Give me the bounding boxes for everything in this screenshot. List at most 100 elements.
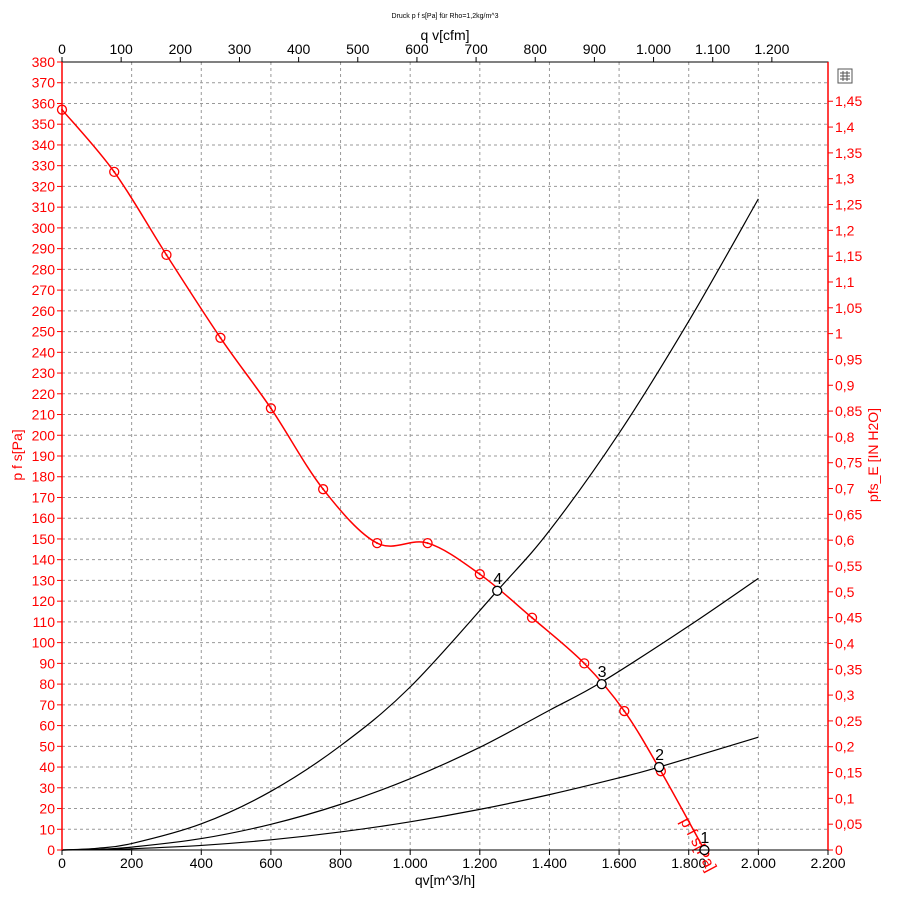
x-tick-label: 0	[58, 855, 66, 871]
x-tick-label: 2.200	[810, 855, 845, 871]
y-tick-label: 110	[33, 614, 56, 630]
fan-curve-point	[371, 537, 383, 549]
operating-point-label: 1	[700, 830, 709, 847]
y2-tick-label: 1,4	[835, 119, 855, 135]
x2-tick-label: 1.200	[754, 41, 789, 57]
fan-curve-point	[161, 249, 172, 261]
x2-tick-label: 800	[524, 41, 548, 57]
y-tick-label: 310	[32, 199, 56, 215]
y2-tick-label: 0,55	[835, 558, 862, 574]
fan-curve-point	[422, 537, 433, 549]
chart-title: Druck p f s[Pa] für Rho=1,2kg/m^3	[392, 13, 499, 20]
y-tick-label: 340	[32, 137, 56, 153]
y2-tick-label: 0,3	[835, 687, 855, 703]
operating-point-label: 2	[655, 747, 664, 764]
x2-tick-label: 100	[109, 41, 133, 57]
fan-curve-point-center	[113, 170, 116, 173]
x2-tick-label: 400	[287, 41, 311, 57]
fan-curve-point-center	[322, 488, 325, 491]
x-tick-label: 200	[120, 855, 144, 871]
fan-curve-point	[619, 705, 630, 717]
x2-tick-label: 1.100	[695, 41, 730, 57]
y-tick-label: 250	[32, 324, 56, 340]
y-tick-label: 10	[39, 821, 55, 837]
fan-curve-point	[579, 658, 590, 669]
y2-tick-label: 0,2	[835, 739, 855, 755]
y2-tick-label: 0,4	[835, 635, 855, 651]
fan-curve-point-center	[583, 662, 586, 665]
x2-tick-label: 500	[346, 41, 370, 57]
y2-tick-label: 1,2	[835, 222, 855, 238]
y2-tick-label: 0,05	[835, 816, 862, 832]
y-tick-label: 270	[32, 282, 56, 298]
x2-tick-label: 600	[405, 41, 429, 57]
fan-curve-point-center	[623, 710, 626, 713]
y-tick-label: 100	[32, 635, 56, 651]
y2-tick-label: 1,1	[835, 274, 855, 290]
y-tick-label: 60	[39, 718, 55, 734]
x-tick-label: 1.800	[671, 855, 706, 871]
y2-tick-label: 1,45	[835, 93, 862, 109]
y2-tick-label: 0,95	[835, 351, 862, 367]
y-axis-label: p f s[Pa]	[9, 429, 25, 480]
y-tick-label: 70	[39, 697, 55, 713]
x2-tick-label: 1.000	[636, 41, 671, 57]
y-tick-label: 320	[32, 178, 56, 194]
y-tick-label: 360	[32, 95, 56, 111]
fan-curve-point-center	[219, 336, 222, 339]
operating-point-3	[596, 678, 607, 690]
y-tick-label: 40	[39, 759, 55, 775]
y2-tick-label: 0,15	[835, 765, 862, 781]
x-tick-label: 800	[329, 855, 353, 871]
y-tick-label: 90	[39, 655, 55, 671]
x2-tick-label: 900	[583, 41, 607, 57]
x-tick-label: 2.000	[741, 855, 776, 871]
y-tick-label: 80	[39, 676, 55, 692]
y-tick-label: 260	[32, 303, 56, 319]
x-axis-label: qv[m^3/h]	[415, 872, 475, 888]
y2-tick-label: 0,85	[835, 403, 862, 419]
fan-curve-point	[215, 332, 226, 343]
y2-tick-label: 0,8	[835, 429, 855, 445]
y2-tick-label: 1	[835, 326, 843, 342]
x-tick-label: 1.000	[393, 855, 428, 871]
y-tick-label: 240	[32, 344, 56, 360]
y-tick-label: 330	[32, 158, 56, 174]
y-tick-label: 170	[32, 489, 56, 505]
y-tick-label: 200	[32, 427, 56, 443]
y-tick-label: 120	[32, 593, 56, 609]
fan-curve-point-center	[531, 616, 534, 619]
y2-tick-label: 0,6	[835, 532, 855, 548]
y-tick-label: 30	[39, 780, 55, 796]
y-tick-label: 230	[32, 365, 56, 381]
fan-curve-line	[61, 109, 706, 851]
y2-tick-label: 1,05	[835, 300, 862, 316]
x-axis-ticks: 0 200 400 600 800 1.000 1.200 1.400 1.600 1.800 2.…	[58, 850, 846, 871]
y-tick-label: 290	[32, 241, 56, 257]
y-axis-ticks: 0 10 20 30 40 50 60 70 80 90 100 110 120 130 140 150 160…	[32, 54, 62, 858]
y2-tick-label: 0,5	[835, 584, 855, 600]
fan-curve-point	[474, 569, 485, 580]
y2-tick-label: 1,3	[835, 171, 855, 187]
y-tick-label: 380	[32, 54, 56, 70]
x2-tick-label: 300	[228, 41, 252, 57]
y-tick-label: 220	[32, 386, 56, 402]
x-tick-label: 1.200	[462, 855, 497, 871]
y2-tick-label: 1,15	[835, 248, 862, 264]
export-icon[interactable]	[837, 68, 853, 84]
x2-axis-label: q v[cfm]	[420, 27, 469, 43]
y-tick-label: 140	[32, 552, 56, 568]
operating-points: 1 2 3 4	[492, 571, 710, 856]
y-tick-label: 50	[39, 738, 55, 754]
fan-curve-point-center	[478, 573, 481, 576]
x-tick-label: 1.600	[602, 855, 637, 871]
y-tick-label: 300	[32, 220, 56, 236]
operating-point-4	[492, 585, 503, 596]
operating-point-2	[653, 761, 665, 773]
fan-curve-point	[526, 612, 538, 623]
y-tick-label: 20	[39, 801, 55, 817]
y2-axis-label: pfs_E [IN H2O]	[865, 408, 881, 502]
y-tick-label: 150	[32, 531, 56, 547]
y2-tick-label: 0,75	[835, 455, 862, 471]
fan-curve-point-center	[376, 542, 379, 545]
